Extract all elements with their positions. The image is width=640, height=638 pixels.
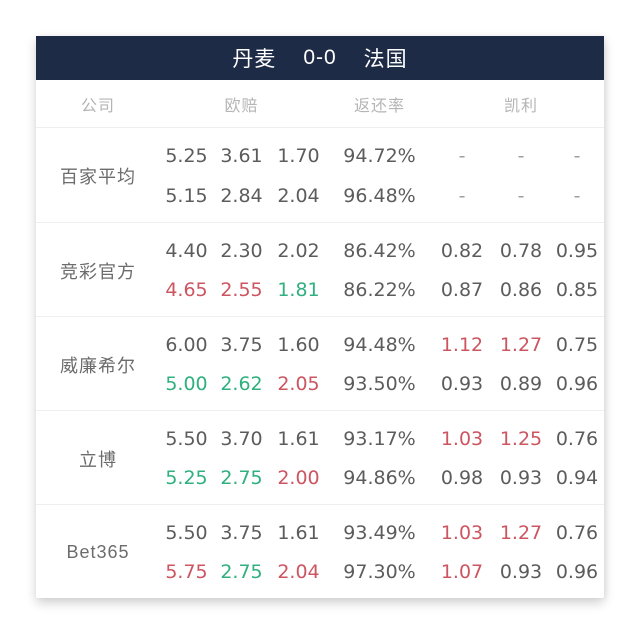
bookmaker-row[interactable]: 百家平均 5.25 3.61 1.70 94.72% - - - 5.15 2.84 2.04 96.… [36, 128, 604, 222]
column-header-return-rate: 返还率 [353, 97, 405, 115]
return-rate-value: 86.22% [343, 279, 416, 302]
odds-value: 2.30 [220, 239, 263, 262]
odds-comparison-card: 丹麦 0-0 法国 公司 欧赔 返还率 凯利 百家平均 5.25 3.61 1.70 9… [36, 36, 604, 598]
column-header-kelly: 凯利 [503, 97, 538, 115]
bookmaker-row[interactable]: 立博 5.50 3.70 1.61 93.17% 1.03 1.25 0.76 5.25 2.75… [36, 410, 604, 504]
bookmaker-name: 百家平均 [60, 167, 136, 187]
odds-value: 2.05 [277, 373, 320, 396]
odds-value: 2.75 [220, 561, 263, 584]
kelly-value: 0.87 [440, 279, 484, 302]
odds-value: 2.02 [277, 239, 320, 262]
odds-value: 5.50 [165, 521, 208, 544]
odds-value: 2.55 [220, 279, 263, 302]
return-rate-value: 97.30% [343, 561, 416, 584]
bookmaker-name: Bet365 [66, 542, 130, 562]
odds-value: 4.65 [165, 279, 208, 302]
kelly-value: 0.89 [499, 373, 543, 396]
odds-value: 3.75 [220, 333, 263, 356]
return-rate-value: 93.50% [343, 373, 416, 396]
return-rate-value: 94.86% [343, 467, 416, 490]
kelly-value: 0.98 [440, 467, 484, 490]
return-rate-value: 94.72% [343, 145, 416, 167]
odds-value: 2.04 [277, 185, 320, 207]
return-rate-value: 94.48% [343, 333, 416, 356]
kelly-value: - [458, 185, 466, 207]
kelly-value: 0.93 [499, 467, 543, 490]
bookmaker-name: 威廉希尔 [60, 355, 136, 376]
bookmaker-row[interactable]: Bet365 5.50 3.75 1.61 93.49% 1.03 1.27 0.76 5.75… [36, 504, 604, 598]
home-team-name: 丹麦 [232, 48, 277, 71]
kelly-value: 0.96 [555, 561, 599, 584]
kelly-value: 0.93 [499, 561, 543, 584]
return-rate-value: 86.42% [343, 239, 416, 262]
column-header-odds: 欧赔 [224, 97, 259, 115]
odds-value: 3.75 [220, 521, 263, 544]
bookmaker-name: 竞彩官方 [60, 261, 136, 282]
odds-value: 6.00 [165, 333, 208, 356]
odds-value: 5.50 [165, 427, 208, 450]
odds-value: 5.25 [165, 145, 208, 167]
kelly-value: - [517, 185, 525, 207]
table-column-headers: 公司 欧赔 返还率 凯利 [36, 80, 604, 128]
odds-value: 2.04 [277, 561, 320, 584]
bookmaker-rows-container: 百家平均 5.25 3.61 1.70 94.72% - - - 5.15 2.84 2.04 96.… [36, 128, 604, 598]
kelly-value: 0.85 [555, 279, 599, 302]
bookmaker-row[interactable]: 竞彩官方 4.40 2.30 2.02 86.42% 0.82 0.78 0.95 4.65 2.… [36, 222, 604, 316]
kelly-value: - [573, 185, 581, 207]
odds-value: 3.61 [220, 145, 263, 167]
kelly-value: 1.27 [499, 333, 543, 356]
kelly-value: 0.93 [440, 373, 484, 396]
odds-value: 2.00 [277, 467, 320, 490]
odds-value: 1.61 [277, 521, 320, 544]
odds-value: 1.60 [277, 333, 320, 356]
match-score: 0-0 [303, 46, 337, 69]
return-rate-value: 93.49% [343, 521, 416, 544]
odds-value: 1.81 [277, 279, 320, 302]
kelly-value: - [517, 145, 525, 167]
kelly-value: 0.78 [499, 239, 543, 262]
match-header-bar: 丹麦 0-0 法国 [36, 36, 604, 80]
kelly-value: 0.86 [499, 279, 543, 302]
kelly-value: 0.96 [555, 373, 599, 396]
kelly-value: 1.12 [440, 333, 484, 356]
odds-value: 1.61 [277, 427, 320, 450]
odds-value: 5.75 [165, 561, 208, 584]
kelly-value: 1.03 [440, 521, 484, 544]
odds-value: 2.62 [220, 373, 263, 396]
odds-value: 5.25 [165, 467, 208, 490]
kelly-value: - [458, 145, 466, 167]
column-header-company: 公司 [80, 97, 115, 115]
odds-value: 2.75 [220, 467, 263, 490]
kelly-value: 1.07 [440, 561, 484, 584]
kelly-value: 1.27 [499, 521, 543, 544]
kelly-value: 0.82 [440, 239, 484, 262]
kelly-value: 1.03 [440, 427, 484, 450]
odds-value: 5.15 [165, 185, 208, 207]
kelly-value: 0.75 [555, 333, 599, 356]
odds-value: 3.70 [220, 427, 263, 450]
odds-value: 5.00 [165, 373, 208, 396]
kelly-value: 0.76 [555, 521, 599, 544]
kelly-value: 0.95 [555, 239, 599, 262]
bookmaker-row[interactable]: 威廉希尔 6.00 3.75 1.60 94.48% 1.12 1.27 0.75 5.00 2.… [36, 316, 604, 410]
kelly-value: - [573, 145, 581, 167]
odds-value: 1.70 [277, 145, 320, 167]
kelly-value: 0.94 [555, 467, 599, 490]
return-rate-value: 96.48% [343, 185, 416, 207]
odds-value: 2.84 [220, 185, 263, 207]
odds-value: 4.40 [165, 239, 208, 262]
return-rate-value: 93.17% [343, 427, 416, 450]
kelly-value: 0.76 [555, 427, 599, 450]
bookmaker-name: 立博 [79, 449, 117, 470]
away-team-name: 法国 [363, 48, 408, 71]
kelly-value: 1.25 [499, 427, 543, 450]
